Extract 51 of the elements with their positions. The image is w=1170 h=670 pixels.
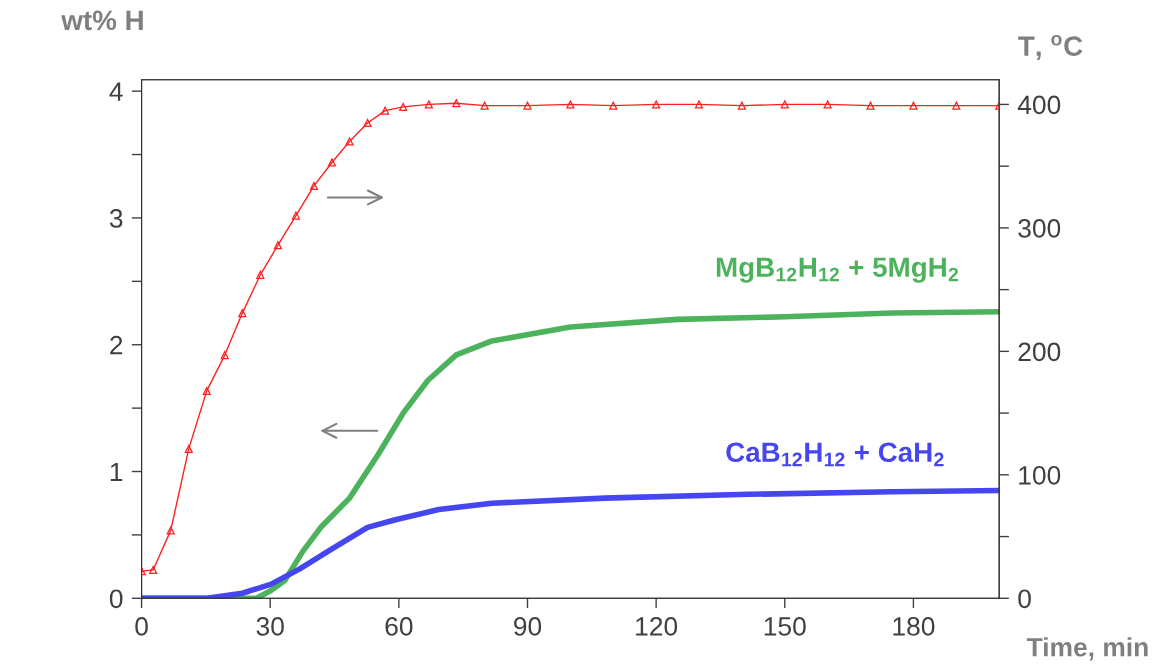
point xyxy=(424,100,433,109)
point xyxy=(291,211,301,220)
point xyxy=(566,100,575,109)
point xyxy=(149,565,158,575)
point xyxy=(166,526,175,535)
point xyxy=(363,118,372,128)
series-label: CaB$_{12}$H$_{12}$ + CaH$_{2}$ xyxy=(726,442,944,467)
y-tick-label: 3 xyxy=(109,209,123,228)
point xyxy=(327,158,337,167)
y2-axis-title: T, $^{o}$C xyxy=(1018,34,1083,60)
point xyxy=(866,101,875,110)
x-tick-label: 0 xyxy=(135,617,148,636)
x-tick-label: 180 xyxy=(893,617,935,636)
point xyxy=(452,99,461,108)
x-tick-label: 60 xyxy=(385,617,413,636)
point xyxy=(523,101,532,110)
y-tick-label: 4 xyxy=(109,82,123,101)
point xyxy=(399,102,408,111)
y2-tick-label: 100 xyxy=(1019,465,1061,485)
point xyxy=(737,101,746,110)
y2-tick-label: 400 xyxy=(1017,95,1061,115)
point xyxy=(238,308,247,318)
point xyxy=(184,444,193,454)
y-axis-title: wt% H xyxy=(61,10,143,31)
x-tick-label: 90 xyxy=(514,617,542,636)
y-tick-label: 0 xyxy=(109,589,123,609)
point xyxy=(220,350,229,360)
point xyxy=(273,241,283,250)
y-tick-label: 1 xyxy=(110,462,123,482)
point xyxy=(256,270,265,279)
point xyxy=(909,101,918,110)
y2-tick-label: 200 xyxy=(1018,342,1061,362)
point xyxy=(202,386,211,395)
x-tick-label: 30 xyxy=(256,617,284,636)
series-label: MgB$_{12}$H$_{12}$ + 5MgH$_{2}$ xyxy=(716,257,959,283)
y2-tick-label: 300 xyxy=(1018,219,1061,238)
y2-tick-label: 0 xyxy=(1018,589,1031,609)
point xyxy=(952,101,961,110)
point xyxy=(780,100,789,109)
point xyxy=(694,100,704,109)
point xyxy=(652,100,661,109)
x-tick-label: 120 xyxy=(636,617,678,636)
point xyxy=(381,106,390,115)
x-axis-title: Time, min xyxy=(1026,637,1148,661)
x-tick-label: 150 xyxy=(764,617,806,636)
point xyxy=(823,100,832,109)
point xyxy=(309,181,319,191)
point xyxy=(345,137,354,146)
point xyxy=(609,101,618,110)
point xyxy=(480,101,489,110)
y-tick-label: 2 xyxy=(110,335,123,355)
